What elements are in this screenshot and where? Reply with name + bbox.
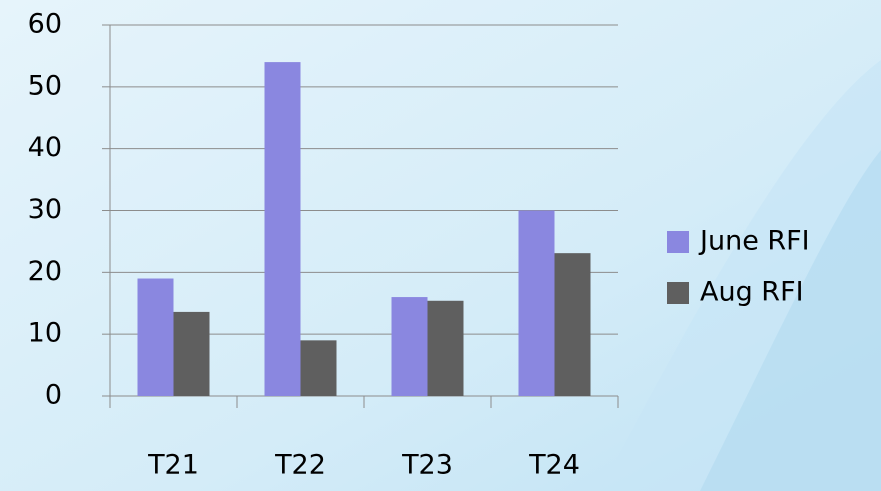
legend-swatch (667, 231, 689, 253)
bar (300, 340, 337, 396)
y-tick-label: 60 (28, 9, 62, 40)
bar (264, 62, 301, 396)
legend-label: June RFI (698, 226, 810, 257)
y-tick-label: 50 (28, 70, 62, 101)
y-tick-label: 30 (28, 194, 62, 225)
x-tick-label: T22 (274, 450, 326, 481)
x-tick-label: T21 (147, 450, 199, 481)
y-tick-label: 10 (28, 318, 62, 349)
y-tick-label: 0 (45, 380, 62, 411)
x-tick-label: T24 (528, 450, 580, 481)
y-tick-label: 40 (28, 132, 62, 163)
y-tick-label: 20 (28, 256, 62, 287)
legend-swatch (667, 282, 689, 304)
bar (518, 210, 555, 396)
bar (137, 278, 174, 396)
bar (554, 253, 591, 396)
x-tick-label: T23 (401, 450, 453, 481)
background-swoosh (700, 150, 881, 491)
bar (173, 311, 210, 396)
bar (391, 297, 428, 396)
legend-label: Aug RFI (700, 277, 804, 308)
bar (427, 300, 464, 396)
